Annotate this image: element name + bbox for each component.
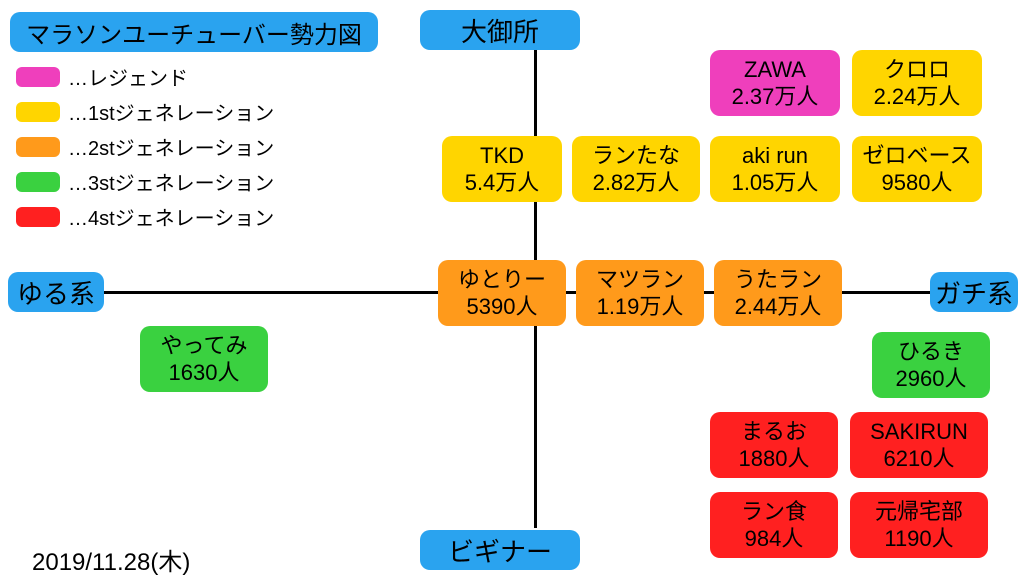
node-9: やってみ1630人 — [140, 326, 268, 392]
legend-row: …4stジェネレーション — [16, 202, 274, 231]
node-count: 5390人 — [467, 293, 538, 321]
chart-title: マラソンユーチューバー勢力図 — [10, 12, 378, 52]
node-count: 1190人 — [884, 525, 953, 553]
legend-row: …3stジェネレーション — [16, 167, 274, 196]
node-count: 1630人 — [169, 359, 240, 387]
node-7: マツラン1.19万人 — [576, 260, 704, 326]
node-count: 2.44万人 — [735, 293, 822, 321]
node-0: ZAWA2.37万人 — [710, 50, 840, 116]
node-1: クロロ2.24万人 — [852, 50, 982, 116]
legend-label: …4stジェネレーション — [68, 202, 274, 231]
legend-label: …2stジェネレーション — [68, 132, 274, 161]
legend-swatch — [16, 207, 60, 227]
legend-row: …1stジェネレーション — [16, 97, 274, 126]
node-name: ランたな — [592, 142, 680, 170]
legend-swatch — [16, 102, 60, 122]
node-count: 6210人 — [884, 445, 955, 473]
date-label: 2019/11.28(木) — [32, 542, 190, 577]
legend-swatch — [16, 67, 60, 87]
node-10: ひるき2960人 — [872, 332, 990, 398]
node-name: クロロ — [884, 56, 950, 84]
legend-swatch — [16, 137, 60, 157]
node-count: 5.4万人 — [465, 169, 540, 197]
node-14: 元帰宅部1190人 — [850, 492, 988, 558]
node-name: ひるき — [898, 338, 964, 366]
legend-swatch — [16, 172, 60, 192]
node-4: aki run1.05万人 — [710, 136, 840, 202]
node-5: ゼロベース9580人 — [852, 136, 982, 202]
node-12: SAKIRUN6210人 — [850, 412, 988, 478]
node-name: ゆとりー — [458, 266, 546, 294]
axis-label-bottom: ビギナー — [420, 530, 580, 570]
axis-label-top: 大御所 — [420, 10, 580, 50]
node-11: まるお1880人 — [710, 412, 838, 478]
legend-label: …1stジェネレーション — [68, 97, 274, 126]
node-name: ラン食 — [741, 498, 807, 526]
node-2: TKD5.4万人 — [442, 136, 562, 202]
legend-row: …2stジェネレーション — [16, 132, 274, 161]
legend-row: …レジェンド — [16, 62, 274, 91]
node-count: 984人 — [745, 525, 804, 553]
node-name: 元帰宅部 — [875, 498, 963, 526]
node-name: マツラン — [596, 266, 684, 294]
node-count: 9580人 — [882, 169, 953, 197]
node-name: やってみ — [161, 332, 248, 360]
node-name: SAKIRUN — [870, 418, 968, 446]
node-name: ゼロベース — [863, 142, 972, 170]
node-3: ランたな2.82万人 — [572, 136, 700, 202]
node-name: TKD — [480, 142, 524, 170]
legend-label: …レジェンド — [68, 62, 188, 91]
axis-label-left: ゆる系 — [8, 272, 104, 312]
node-count: 2.82万人 — [593, 169, 680, 197]
node-count: 2.37万人 — [732, 83, 819, 111]
node-8: うたラン2.44万人 — [714, 260, 842, 326]
node-name: うたラン — [734, 266, 822, 294]
node-count: 1.19万人 — [597, 293, 684, 321]
legend: …レジェンド …1stジェネレーション …2stジェネレーション …3stジェネレーシ… — [16, 62, 274, 237]
axis-label-right: ガチ系 — [930, 272, 1018, 312]
node-count: 1880人 — [739, 445, 810, 473]
node-name: aki run — [742, 142, 808, 170]
node-name: ZAWA — [744, 56, 806, 84]
node-name: まるお — [741, 418, 807, 446]
node-count: 2960人 — [896, 365, 967, 393]
node-6: ゆとりー5390人 — [438, 260, 566, 326]
legend-label: …3stジェネレーション — [68, 167, 274, 196]
node-count: 1.05万人 — [732, 169, 819, 197]
node-count: 2.24万人 — [874, 83, 961, 111]
node-13: ラン食984人 — [710, 492, 838, 558]
